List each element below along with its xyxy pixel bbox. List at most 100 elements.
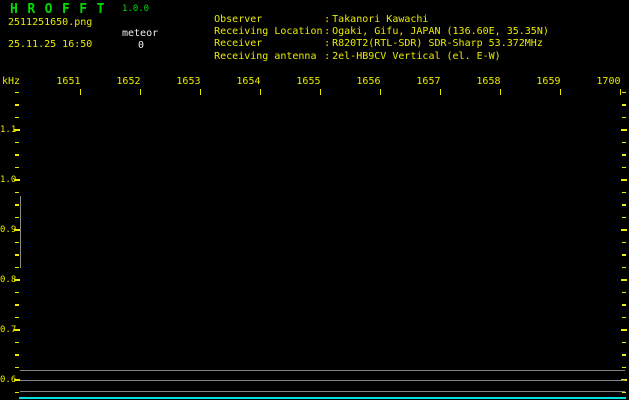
freq-axis-tick-right <box>620 229 627 231</box>
freq-axis-tick-right <box>620 179 627 181</box>
spectrogram-area <box>20 92 622 368</box>
station-value: Ogaki, Gifu, JAPAN (136.60E, 35.35N) <box>332 26 549 38</box>
level-reference-line <box>19 390 625 392</box>
level-reference-line <box>19 369 625 371</box>
freq-axis-label: 0.6 <box>0 374 17 385</box>
freq-axis-tick-left <box>15 266 19 269</box>
station-value: Takanori Kawachi <box>332 14 429 25</box>
app-version: 1.0.0 <box>122 4 150 14</box>
freq-axis-tick-left <box>14 329 20 331</box>
station-colon: : <box>324 50 331 62</box>
time-axis-tick <box>259 89 261 95</box>
freq-axis-tick-right <box>622 316 626 319</box>
freq-axis-label: 0.7 <box>0 324 17 335</box>
station-info: Observer: Takanori Kawachi Receiving Loca… <box>178 3 549 62</box>
station-value: 2el-HB9CV Vertical (el. E-W) <box>332 50 501 62</box>
freq-axis-label: 1.0 <box>0 174 17 185</box>
time-axis-label: 1659 <box>536 76 561 87</box>
station-row-observer: Observer: Takanori Kawachi <box>178 3 549 25</box>
freq-axis-tick-left <box>15 154 19 156</box>
station-row-antenna: Receiving antenna:2el-HB9CV Vertical (el… <box>178 40 549 62</box>
time-axis-tick <box>79 89 81 95</box>
time-axis-tick <box>559 89 561 95</box>
time-axis-label: 1656 <box>356 76 381 87</box>
station-row-receiver: Receiver: R820T2(RTL-SDR) SDR-Sharp 53.37… <box>178 27 549 49</box>
freq-axis-label: 0.8 <box>0 274 17 285</box>
time-axis-tick <box>619 89 621 95</box>
station-row-location: Receiving Location: Ogaki, Gifu, JAPAN (1… <box>178 15 549 37</box>
freq-axis-tick-right <box>622 391 626 394</box>
freq-axis-tick-right <box>622 104 626 106</box>
output-filename: 2511251650.png <box>8 17 93 28</box>
freq-axis-tick-right <box>622 291 626 294</box>
freq-axis-tick-left <box>15 316 19 319</box>
freq-axis-tick-right <box>622 204 626 206</box>
station-label: Receiving antenna <box>214 50 317 62</box>
time-axis-label: 1658 <box>476 76 501 87</box>
freq-axis-tick-right <box>622 166 626 169</box>
freq-axis-tick-left <box>15 354 19 356</box>
time-axis-tick <box>319 89 321 95</box>
station-label: Receiving Location <box>214 26 323 38</box>
freq-axis-tick-right <box>622 141 626 144</box>
freq-axis-tick-left <box>15 204 19 206</box>
freq-axis-tick-left <box>15 216 19 219</box>
freq-axis-tick-left <box>14 379 20 381</box>
time-axis-tick <box>199 89 201 95</box>
freq-axis-tick-left <box>15 91 19 94</box>
freq-axis-tick-left <box>15 116 19 119</box>
freq-axis-tick-right <box>622 304 626 306</box>
freq-axis-tick-right <box>622 216 626 219</box>
time-axis-label: 1655 <box>296 76 321 87</box>
freq-axis-tick-right <box>620 279 627 281</box>
signal-level-trace <box>19 397 626 399</box>
freq-axis-tick-left <box>15 166 19 169</box>
freq-axis-tick-left <box>15 254 19 256</box>
recording-start-marker <box>19 196 21 268</box>
time-axis-tick <box>139 89 141 95</box>
freq-axis-tick-right <box>622 366 626 369</box>
freq-axis-label: 1.1 <box>0 124 17 135</box>
time-axis-label: 1652 <box>116 76 141 87</box>
time-axis-tick <box>379 89 381 95</box>
freq-axis-tick-right <box>622 91 626 94</box>
freq-axis-tick-right <box>622 116 626 119</box>
freq-axis-tick-left <box>15 391 19 394</box>
freq-axis-tick-left <box>14 279 20 281</box>
freq-axis-tick-left <box>15 141 19 144</box>
time-axis-label: 1657 <box>416 76 441 87</box>
station-colon: : <box>324 38 331 50</box>
time-axis-label: 1654 <box>236 76 261 87</box>
app-title: HROFFT <box>10 2 114 17</box>
echo-count: 0 <box>138 40 145 51</box>
freq-axis-tick-left <box>14 229 20 231</box>
time-axis-label: 1653 <box>176 76 201 87</box>
time-axis-tick <box>499 89 501 95</box>
freq-axis-tick-right <box>622 254 626 256</box>
freq-axis-tick-left <box>15 366 19 369</box>
freq-axis-tick-left <box>14 179 20 181</box>
freq-axis-tick-right <box>620 379 627 381</box>
station-value: R820T2(RTL-SDR) SDR-Sharp 53.372MHz <box>332 38 543 50</box>
level-reference-line <box>19 380 625 381</box>
time-axis-label: 1651 <box>56 76 81 87</box>
freq-axis-tick-right <box>620 329 627 331</box>
datetime-label: 25.11.25 16:50 <box>8 39 93 50</box>
mode-label: meteor <box>122 28 159 39</box>
freq-axis-unit: kHz <box>2 76 21 87</box>
freq-axis-tick-left <box>15 304 19 306</box>
freq-axis-tick-left <box>15 291 19 294</box>
time-axis-tick <box>439 89 441 95</box>
freq-axis-tick-right <box>622 341 626 344</box>
freq-axis-tick-left <box>14 129 20 131</box>
freq-axis-tick-right <box>622 154 626 156</box>
freq-axis-tick-right <box>622 191 626 194</box>
station-colon: : <box>324 26 331 38</box>
station-label: Observer <box>214 14 263 25</box>
freq-axis-tick-left <box>15 241 19 244</box>
freq-axis-tick-right <box>622 241 626 244</box>
station-colon: : <box>324 14 331 25</box>
freq-axis-tick-left <box>15 341 19 344</box>
freq-axis-label: 0.9 <box>0 224 17 235</box>
